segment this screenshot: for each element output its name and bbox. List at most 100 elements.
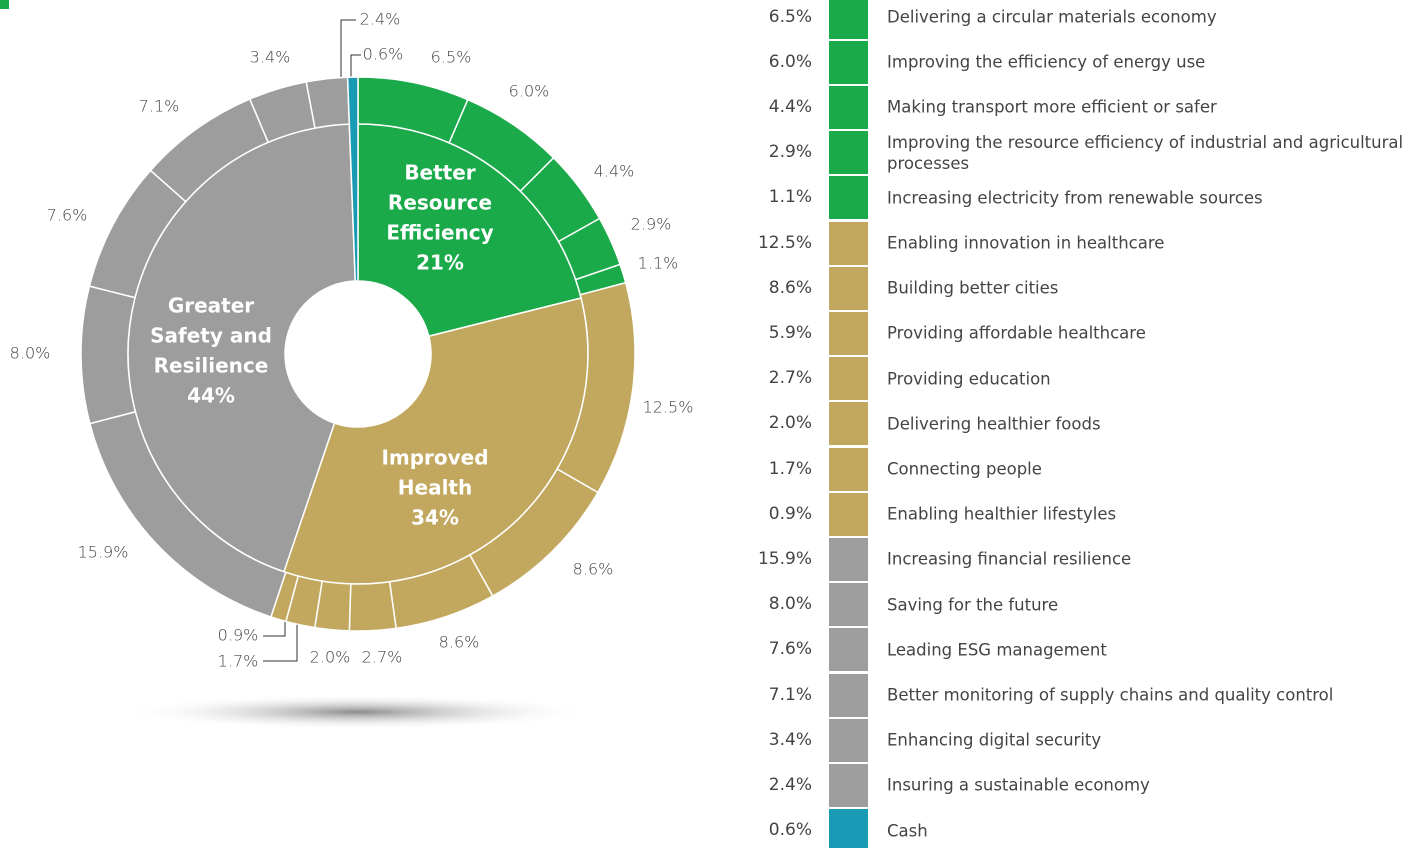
group-name: Greater [168, 294, 254, 318]
legend-label: Making transport more efficient or safer [887, 97, 1217, 117]
legend-label: Building better cities [887, 278, 1059, 298]
legend-value: 2.0% [768, 413, 812, 434]
legend-swatch [829, 583, 868, 627]
legend-row: 7.1% Better monitoring of supply chains a… [740, 673, 1415, 717]
chart: 6.5% 6.0% 4.4% 2.9% 1.1% 12.5% 8.6% 8.6% 2.7% 2.0… [0, 0, 694, 730]
legend-label: Enabling healthier lifestyles [887, 504, 1117, 524]
legend-value: 6.0% [768, 51, 812, 72]
legend-label: Insuring a sustainable economy [887, 775, 1150, 795]
legend-value: 1.7% [768, 458, 812, 479]
legend-row: 7.6% Leading ESG management [740, 628, 1415, 672]
legend-swatch [829, 266, 868, 310]
legend-row: 2.0% Delivering healthier foods [740, 402, 1415, 446]
legend-swatch [829, 447, 868, 491]
legend-value: 0.9% [768, 503, 812, 524]
legend-row: 1.7% Connecting people [740, 447, 1415, 491]
legend-swatch [829, 763, 868, 807]
legend-swatch [829, 40, 868, 84]
legend-swatch [829, 673, 868, 717]
ring-label: 1.7% [218, 652, 259, 671]
shadow [123, 694, 593, 730]
legend-value: 7.6% [768, 639, 812, 660]
ring-label: 6.5% [431, 48, 472, 67]
group-name: Safety and [150, 324, 272, 348]
ring-label: 1.1% [638, 254, 679, 273]
group-name: Improved [381, 446, 488, 470]
legend-value: 6.5% [768, 6, 812, 27]
legend-swatch [829, 0, 868, 39]
legend-swatch [829, 311, 868, 355]
ring-label: 7.1% [139, 97, 180, 116]
ring-label: 2.9% [631, 215, 672, 234]
category-segment [346, 76, 359, 282]
legend-row: 2.9% Improving the resource efficiency of… [740, 131, 1415, 175]
category-segment [348, 580, 397, 632]
legend-value: 0.6% [768, 820, 812, 841]
legend-row: 12.5% Enabling innovation in healthcare [740, 221, 1415, 265]
ring-label: 2.4% [360, 10, 401, 29]
legend-label: Improving the resource efficiency of ind… [887, 132, 1404, 173]
legend-swatch [829, 492, 868, 536]
ring-label: 3.4% [250, 48, 291, 67]
legend-value: 5.9% [768, 322, 812, 343]
legend-label: Delivering healthier foods [887, 414, 1101, 434]
legend-row: 2.7% Providing education [740, 357, 1415, 401]
legend-row: 6.5% Delivering a circular materials econ… [740, 0, 1415, 39]
legend-value: 12.5% [757, 232, 812, 253]
legend-swatch [829, 85, 868, 129]
legend-swatch [829, 221, 868, 265]
group-name: Resilience [154, 354, 269, 378]
legend-row: 1.1% Increasing electricity from renewabl… [740, 176, 1415, 220]
group-value: 34% [411, 506, 459, 530]
ring-label: 7.6% [47, 206, 88, 225]
legend-row: 5.9% Providing affordable healthcare [740, 311, 1415, 355]
legend-swatch [829, 628, 868, 672]
legend-swatch [829, 131, 868, 175]
category-segment [80, 285, 137, 425]
leader-line [340, 19, 356, 77]
legend-label: Increasing financial resilience [887, 549, 1132, 569]
legend-label: Connecting people [887, 459, 1042, 479]
legend-label: Providing education [887, 369, 1051, 389]
legend-value: 15.9% [757, 548, 812, 569]
ring-label: 8.0% [10, 344, 51, 363]
ring-label: 12.5% [643, 398, 694, 417]
legend-label: Improving the efficiency of energy use [887, 52, 1206, 72]
leader-line [350, 54, 361, 77]
legend-label: Leading ESG management [887, 640, 1107, 660]
ring-label: 8.6% [439, 633, 480, 652]
group-value: 44% [187, 384, 235, 408]
legend-value: 2.9% [768, 142, 812, 163]
legend-row: 2.4% Insuring a sustainable economy [740, 763, 1415, 807]
legend-value: 3.4% [768, 729, 812, 750]
legend-swatch [829, 537, 868, 581]
ring-label: 2.7% [362, 648, 403, 667]
ring-label: 6.0% [509, 82, 550, 101]
legend-label: Better monitoring of supply chains and q… [887, 685, 1334, 705]
legend-swatch [829, 176, 868, 220]
ring-label: 0.6% [363, 45, 404, 64]
ring-label: 0.9% [218, 626, 259, 645]
legend-swatch [829, 402, 868, 446]
group-name: Efficiency [386, 221, 493, 245]
legend-label: Enhancing digital security [887, 730, 1102, 750]
group-name: Better [404, 161, 475, 185]
legend-value: 1.1% [768, 187, 812, 208]
legend-value: 7.1% [768, 684, 812, 705]
group-name: Health [398, 476, 472, 500]
ring-label: 4.4% [594, 162, 635, 181]
corner-mark [0, 0, 9, 9]
ring-label: 8.6% [573, 560, 614, 579]
legend-row: 15.9% Increasing financial resilience [740, 537, 1415, 581]
legend-row: 6.0% Improving the efficiency of energy u… [740, 40, 1415, 84]
legend-value: 8.0% [768, 594, 812, 615]
legend-label: Cash [887, 821, 928, 841]
legend-swatch [829, 357, 868, 401]
legend-row: 8.0% Saving for the future [740, 583, 1415, 627]
legend-row: 8.6% Building better cities [740, 266, 1415, 310]
legend-swatch [829, 718, 868, 762]
legend-value: 4.4% [768, 96, 812, 117]
group-value: 21% [416, 251, 464, 275]
legend-value: 8.6% [768, 277, 812, 298]
